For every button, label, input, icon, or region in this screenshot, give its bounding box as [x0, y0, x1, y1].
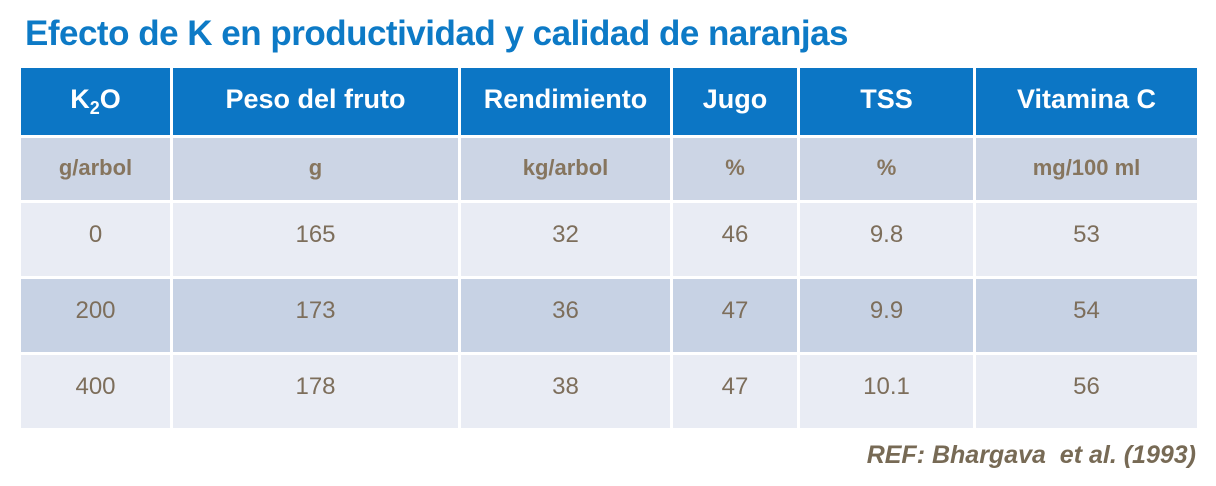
table-header-row: K2O Peso del fruto Rendimiento Jugo TSS … [18, 65, 1200, 138]
cell-tss: 9.9 [797, 276, 976, 355]
cell-vitamina-c: 56 [973, 352, 1200, 431]
column-header-rendimiento: Rendimiento [458, 65, 673, 138]
cell-rendimiento: 36 [458, 276, 673, 355]
k2o-subscript: 2 [89, 98, 100, 118]
column-header-vitamina-c: Vitamina C [973, 65, 1200, 138]
cell-tss: 10.1 [797, 352, 976, 431]
table-row-k0: 0 165 32 46 9.8 53 [18, 200, 1200, 279]
k2o-base: K [70, 84, 90, 114]
k2o-tail: O [99, 84, 121, 114]
oranges-potassium-table: K2O Peso del fruto Rendimiento Jugo TSS … [18, 65, 1200, 431]
cell-jugo: 47 [670, 352, 800, 431]
page-title: Efecto de K en productividad y calidad d… [25, 14, 849, 53]
table-row-k200: 200 173 36 47 9.9 54 [18, 276, 1200, 355]
column-header-k2o: K2O [18, 65, 173, 138]
unit-vitamina-c: mg/100 ml [973, 135, 1200, 203]
cell-jugo: 47 [670, 276, 800, 355]
cell-peso: 178 [170, 352, 461, 431]
unit-k2o: g/arbol [18, 135, 173, 203]
cell-vitamina-c: 53 [973, 200, 1200, 279]
column-header-tss: TSS [797, 65, 976, 138]
cell-peso: 173 [170, 276, 461, 355]
unit-jugo: % [670, 135, 800, 203]
column-header-peso-del-fruto: Peso del fruto [170, 65, 461, 138]
cell-vitamina-c: 54 [973, 276, 1200, 355]
cell-tss: 9.8 [797, 200, 976, 279]
cell-k2o: 0 [18, 200, 173, 279]
column-header-jugo: Jugo [670, 65, 800, 138]
cell-jugo: 46 [670, 200, 800, 279]
cell-peso: 165 [170, 200, 461, 279]
reference-citation: REF: Bhargava et al. (1993) [866, 441, 1196, 469]
cell-rendimiento: 38 [458, 352, 673, 431]
unit-tss: % [797, 135, 976, 203]
cell-k2o: 400 [18, 352, 173, 431]
cell-rendimiento: 32 [458, 200, 673, 279]
unit-peso-del-fruto: g [170, 135, 461, 203]
cell-k2o: 200 [18, 276, 173, 355]
unit-rendimiento: kg/arbol [458, 135, 673, 203]
table-row-k400: 400 178 38 47 10.1 56 [18, 352, 1200, 431]
table-units-row: g/arbol g kg/arbol % % mg/100 ml [18, 135, 1200, 203]
